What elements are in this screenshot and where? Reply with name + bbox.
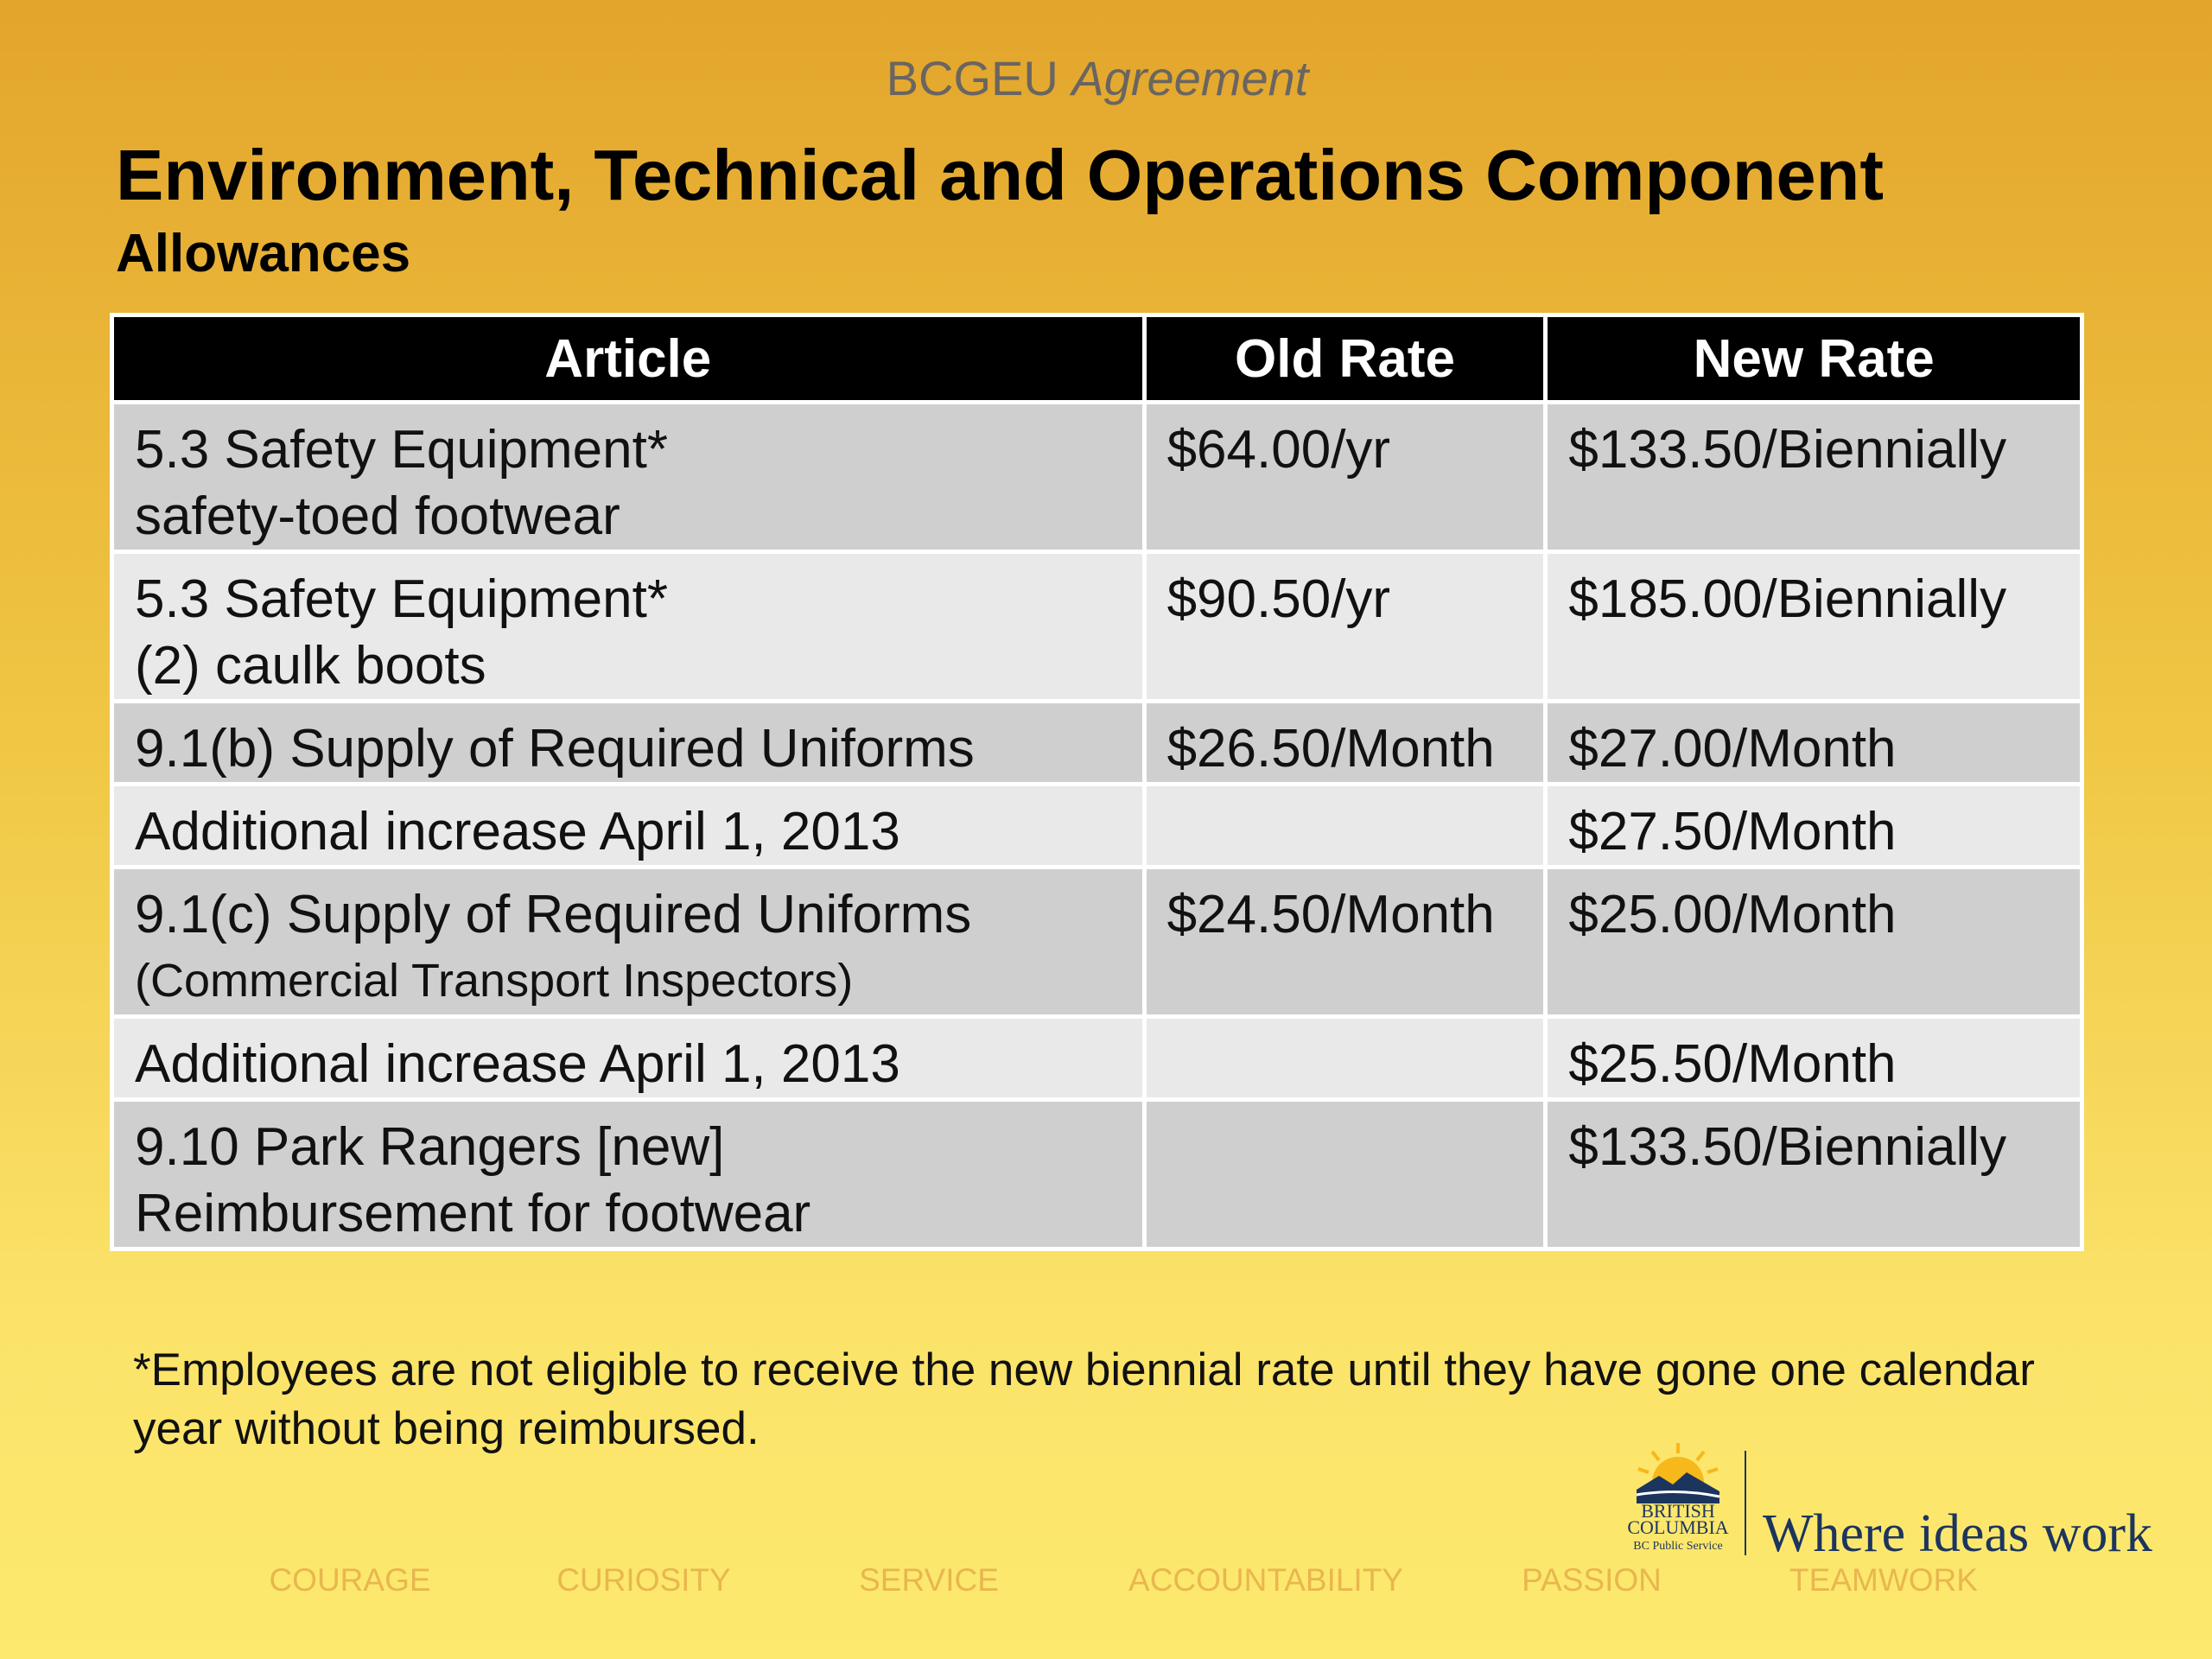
cell-line: (Commercial Transport Inspectors) <box>135 955 854 1007</box>
table-row: 9.10 Park Rangers [new] Reimbursement for… <box>110 1097 2084 1251</box>
table-cell: Additional increase April 1, 2013 <box>110 782 1147 869</box>
cell-line: 5.3 Safety Equipment* <box>135 569 668 629</box>
table-cell <box>1141 782 1548 869</box>
table-row: 5.3 Safety Equipment* (2) caulk boots $90.… <box>110 550 2084 703</box>
table-cell: $25.50/Month <box>1543 1014 2084 1102</box>
logo-sun <box>1636 1443 1720 1503</box>
value-word: CURIOSITY <box>556 1562 731 1598</box>
table-cell: $27.50/Month <box>1543 782 2084 869</box>
table-cell: 5.3 Safety Equipment* safety-toed footwea… <box>110 400 1147 554</box>
table-cell: $90.50/yr <box>1141 550 1548 703</box>
kicker: BCGEU Agreement <box>0 50 2195 106</box>
logo-line: BRITISH <box>1641 1500 1715 1522</box>
allowance-table: Article Old Rate New Rate 5.3 Safety Equip… <box>110 313 2084 1251</box>
cell-line: Additional increase April 1, 2013 <box>135 802 900 861</box>
table-cell: $24.50/Month <box>1141 865 1548 1019</box>
cell-line: 9.10 Park Rangers [new] <box>135 1117 725 1177</box>
logo-line: BC Public Service <box>1633 1540 1723 1553</box>
table-cell: $25.00/Month <box>1543 865 2084 1019</box>
header-row: Article Old Rate New Rate <box>110 313 2084 404</box>
kicker-emphasis: Agreement <box>1071 51 1309 105</box>
table-cell: 9.1(c) Supply of Required Uniforms (Comme… <box>110 865 1147 1019</box>
table-cell: 9.10 Park Rangers [new] Reimbursement for… <box>110 1097 1147 1251</box>
table-cell: $133.50/Biennially <box>1543 400 2084 554</box>
table-cell <box>1141 1097 1548 1251</box>
cell-line: 9.1(b) Supply of Required Uniforms <box>135 719 975 779</box>
subtitle: Allowances <box>116 224 411 283</box>
column-header: New Rate <box>1543 313 2084 404</box>
cell-line: safety-toed footwear <box>135 486 620 546</box>
kicker-text: BCGEU <box>886 51 1058 105</box>
logo-tagline: Where ideas work <box>1763 1504 2153 1563</box>
table-row: Additional increase April 1, 2013 $25.50/… <box>110 1014 2084 1102</box>
table-row: Additional increase April 1, 2013 $27.50/… <box>110 782 2084 869</box>
table-cell: $133.50/Biennially <box>1543 1097 2084 1251</box>
table-cell: 5.3 Safety Equipment* (2) caulk boots <box>110 550 1147 703</box>
table-row: 9.1(b) Supply of Required Uniforms $26.50… <box>110 699 2084 786</box>
table-cell: $185.00/Biennially <box>1543 550 2084 703</box>
footnote: *Employees are not eligible to receive t… <box>133 1344 2035 1454</box>
table-cell <box>1141 1014 1548 1102</box>
cell-line: 9.1(c) Supply of Required Uniforms <box>135 885 972 944</box>
table-row: 5.3 Safety Equipment* safety-toed footwea… <box>110 400 2084 554</box>
table-cell: $27.00/Month <box>1543 699 2084 786</box>
value-word: COURAGE <box>269 1562 431 1598</box>
table-body: 5.3 Safety Equipment* safety-toed footwea… <box>110 400 2084 1251</box>
table-cell: Additional increase April 1, 2013 <box>110 1014 1147 1102</box>
column-header: Article <box>110 313 1147 404</box>
cell-line: 5.3 Safety Equipment* <box>135 420 668 480</box>
value-word: ACCOUNTABILITY <box>1128 1562 1403 1598</box>
table-row: 9.1(c) Supply of Required Uniforms (Comme… <box>110 865 2084 1019</box>
cell-line: Reimbursement for footwear <box>135 1184 811 1243</box>
cell-line: (2) caulk boots <box>135 636 486 696</box>
table-cell: 9.1(b) Supply of Required Uniforms <box>110 699 1147 786</box>
column-header: Old Rate <box>1141 313 1548 404</box>
logo-divider <box>1745 1451 1746 1555</box>
value-word: PASSION <box>1522 1562 1662 1598</box>
table-cell: $64.00/yr <box>1141 400 1548 554</box>
value-word: SERVICE <box>859 1562 999 1598</box>
value-word: TEAMWORK <box>1789 1562 1978 1598</box>
cell-line: Additional increase April 1, 2013 <box>135 1034 900 1094</box>
title: Environment, Technical and Operations Co… <box>116 135 1885 215</box>
table-cell: $26.50/Month <box>1141 699 1548 786</box>
logo-line: COLUMBIA <box>1627 1516 1729 1538</box>
